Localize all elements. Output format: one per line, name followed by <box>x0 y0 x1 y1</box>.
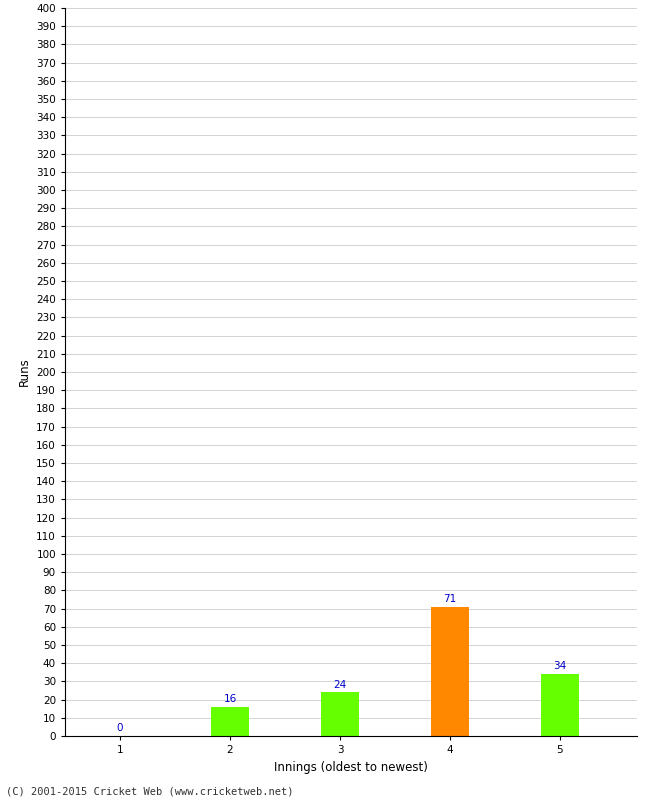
Bar <box>320 692 359 736</box>
X-axis label: Innings (oldest to newest): Innings (oldest to newest) <box>274 761 428 774</box>
Text: 71: 71 <box>443 594 456 604</box>
Text: 16: 16 <box>224 694 237 704</box>
Bar <box>541 674 579 736</box>
Text: 0: 0 <box>117 723 124 734</box>
Text: 24: 24 <box>333 679 346 690</box>
Text: 34: 34 <box>553 662 567 671</box>
Bar <box>431 606 469 736</box>
Text: (C) 2001-2015 Cricket Web (www.cricketweb.net): (C) 2001-2015 Cricket Web (www.cricketwe… <box>6 786 294 796</box>
Bar <box>211 707 249 736</box>
Y-axis label: Runs: Runs <box>18 358 31 386</box>
